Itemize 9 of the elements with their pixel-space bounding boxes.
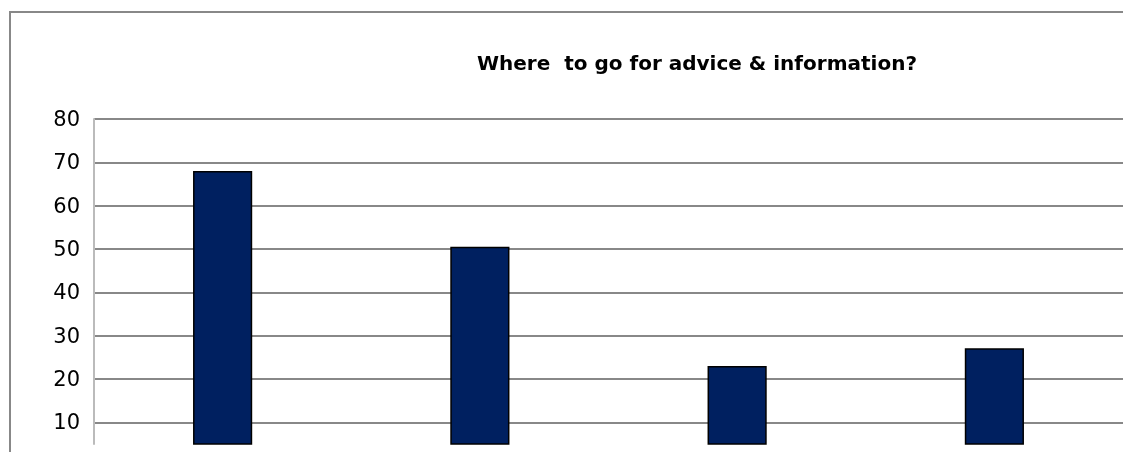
y-tick-label: 40 [53, 280, 80, 305]
y-tick-label: 50 [53, 237, 80, 261]
chart-title: Where to go for advice & information? [477, 51, 917, 75]
y-tick-label: 20 [53, 367, 80, 391]
y-tick-label: 30 [53, 323, 80, 348]
y-tick-label: 60 [53, 193, 80, 218]
y-tick-label: 70 [53, 150, 80, 175]
y-tick-label: 80 [53, 107, 80, 131]
y-tick-label: 10 [53, 410, 80, 435]
